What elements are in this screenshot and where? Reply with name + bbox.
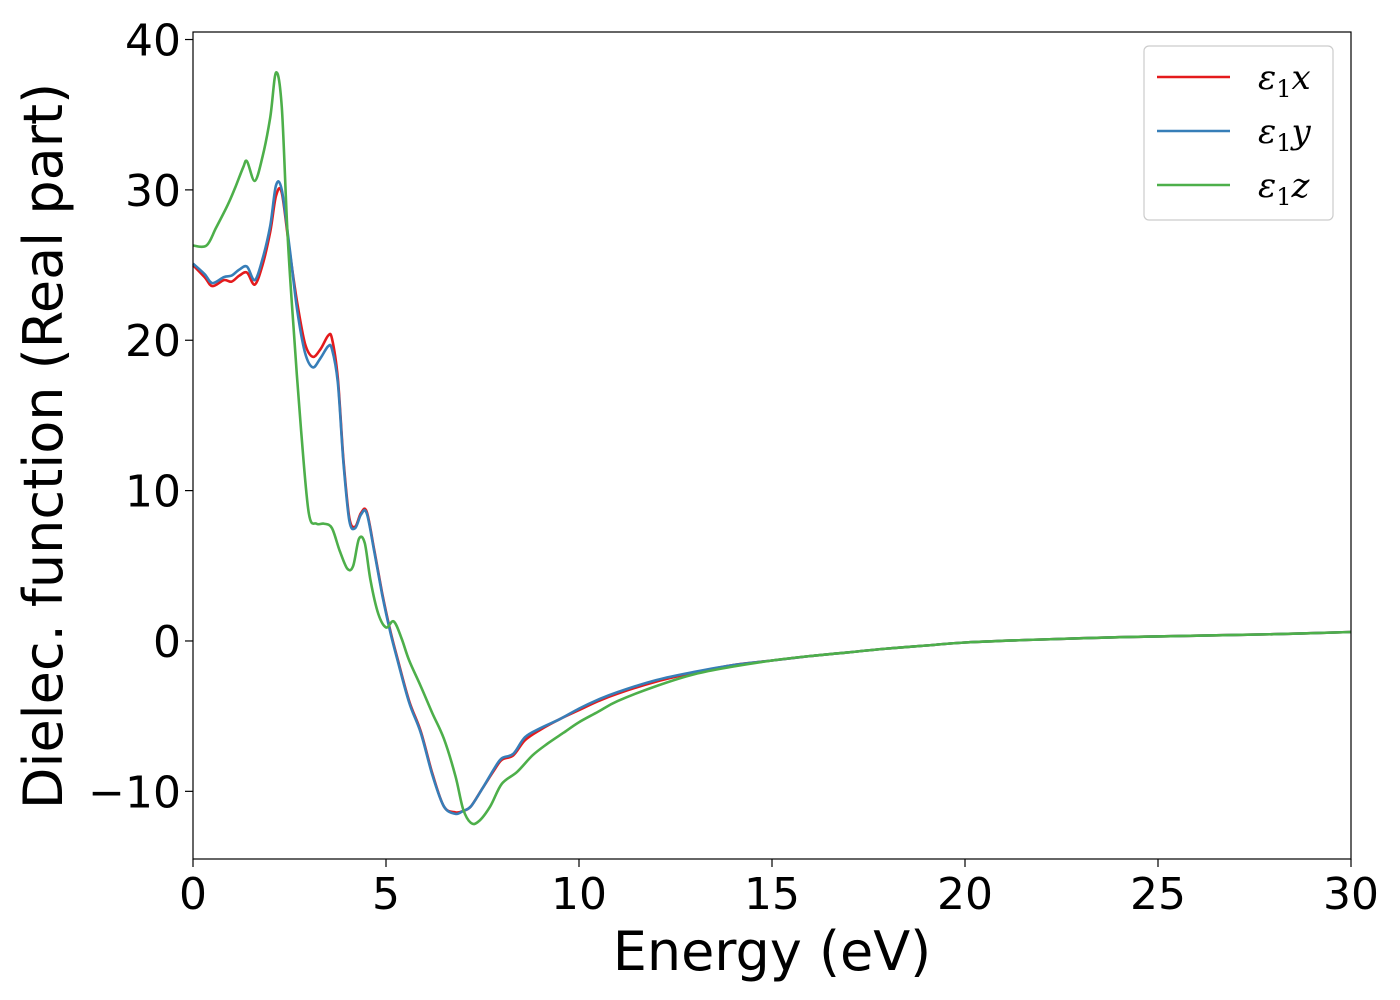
- x-tick-label: 25: [1130, 869, 1186, 920]
- y-axis-label: Dielec. function (Real part): [12, 83, 75, 809]
- x-tick-label: 20: [937, 869, 993, 920]
- y-tick-label: 30: [125, 166, 181, 217]
- series-line-1: [192, 186, 1352, 814]
- legend-items: ε1x ε1y ε1z: [1157, 58, 1312, 211]
- x-ticks: 0 5 10 15 20 25 30: [179, 859, 1379, 920]
- x-tick-label: 15: [744, 869, 800, 920]
- y-tick-label: 10: [125, 467, 181, 518]
- x-axis-label: Energy (eV): [613, 920, 932, 983]
- y-tick-label: 20: [125, 316, 181, 367]
- legend-label-2: ε1y: [1258, 112, 1312, 157]
- y-tick-label: 0: [153, 617, 181, 668]
- series-line-3: [192, 71, 1352, 826]
- y-ticks: −10 0 10 20 30 40: [88, 16, 193, 818]
- legend-label-1: ε1x: [1258, 58, 1311, 103]
- series-line-2: [192, 180, 1352, 816]
- x-tick-label: 30: [1323, 869, 1379, 920]
- legend-frame: [1143, 45, 1334, 221]
- y-tick-label: −10: [88, 767, 181, 818]
- x-tick-label: 10: [551, 869, 607, 920]
- legend-label-3: ε1z: [1258, 166, 1311, 211]
- x-tick-label: 0: [179, 869, 207, 920]
- y-tick-label: 40: [125, 16, 181, 67]
- legend: ε1x ε1y ε1z: [1143, 45, 1334, 221]
- x-tick-label: 5: [372, 869, 400, 920]
- series-layer: [192, 71, 1352, 826]
